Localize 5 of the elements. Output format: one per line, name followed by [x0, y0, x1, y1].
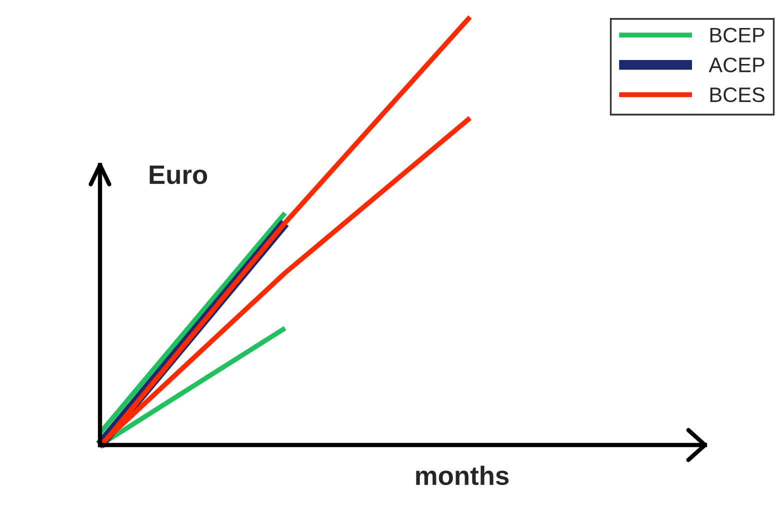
- legend-label: BCES: [710, 87, 764, 102]
- x-axis-title: months: [416, 466, 509, 486]
- y-axis-title: Euro: [150, 166, 208, 184]
- legend-label: ACEP: [708, 58, 764, 72]
- legend-label: BCEP: [710, 28, 764, 43]
